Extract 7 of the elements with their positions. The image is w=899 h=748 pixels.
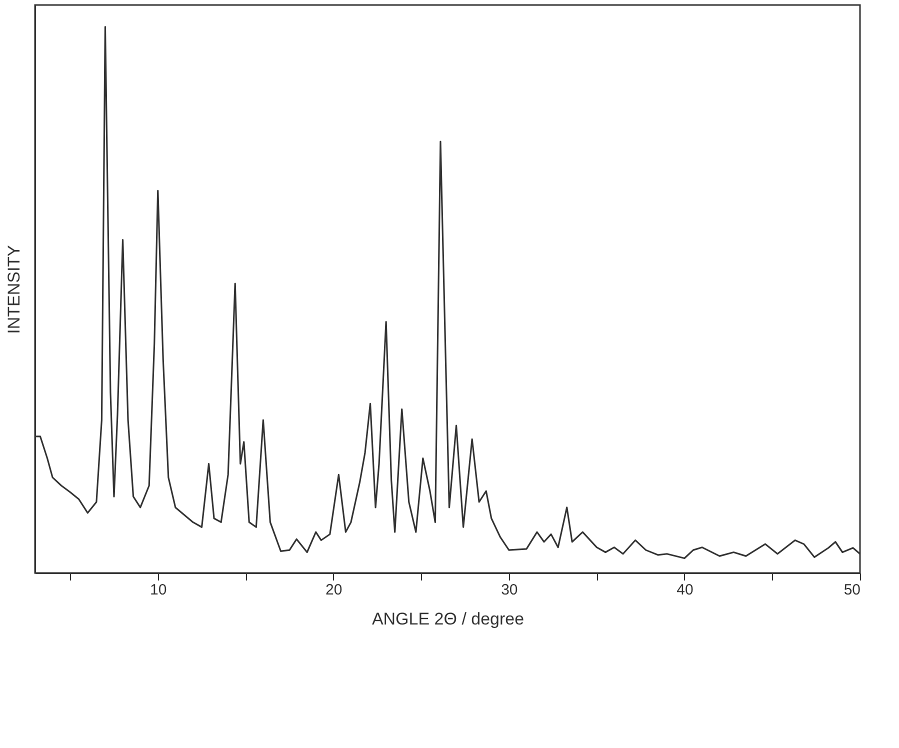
y-axis-title: INTENSITY: [4, 245, 24, 334]
x-tick-label: 50: [844, 582, 860, 598]
x-axis-title: ANGLE 2Θ / degree: [372, 610, 524, 628]
x-tick-label: 10: [150, 582, 167, 598]
x-tick-label: 40: [676, 582, 694, 598]
x-tick-label: 20: [326, 582, 342, 598]
x-tick-label: 30: [501, 582, 518, 598]
